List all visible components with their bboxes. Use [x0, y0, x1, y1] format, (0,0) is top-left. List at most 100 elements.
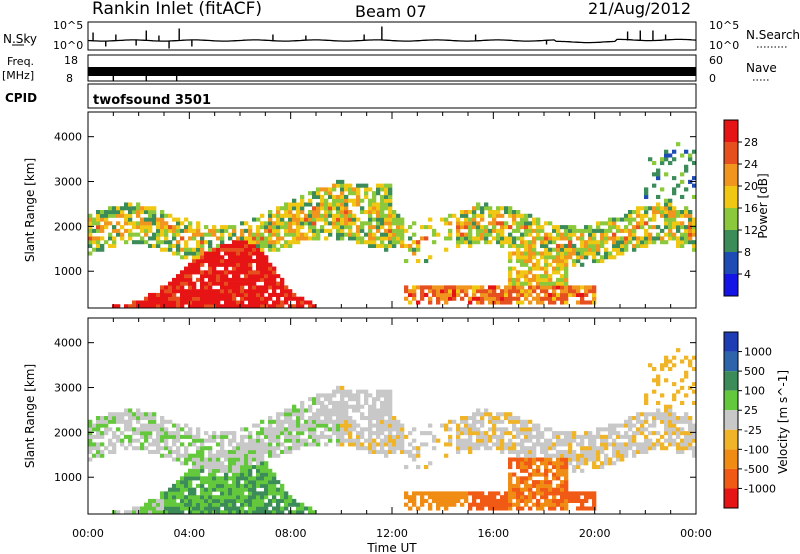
power-cell	[652, 236, 657, 241]
power-cell	[564, 243, 569, 248]
power-cell	[448, 228, 453, 233]
power-cell	[484, 232, 489, 237]
velocity-cell	[256, 449, 261, 454]
velocity-cell	[292, 434, 297, 439]
power-cell	[340, 221, 345, 226]
velocity-cell	[368, 416, 373, 421]
velocity-cell	[188, 506, 193, 511]
velocity-cell	[308, 427, 313, 432]
power-cell	[400, 236, 405, 241]
power-cell	[608, 228, 613, 233]
velocity-cell	[520, 491, 525, 496]
velocity-cell	[668, 427, 673, 432]
velocity-cell	[548, 453, 553, 458]
velocity-cell	[244, 427, 249, 432]
velocity-cell	[252, 498, 257, 503]
power-cell	[192, 266, 197, 271]
power-cell	[576, 259, 581, 264]
velocity-cell	[652, 412, 657, 417]
velocity-cell	[552, 442, 557, 447]
power-cell	[628, 240, 633, 245]
velocity-cell	[136, 408, 141, 413]
power-cell	[348, 225, 353, 230]
power-cell	[496, 292, 501, 297]
velocity-cell	[468, 416, 473, 421]
power-cell	[160, 240, 165, 245]
power-cell	[384, 221, 389, 226]
power-cell	[692, 183, 697, 188]
velocity-cell	[644, 427, 649, 432]
velocity-cell	[620, 434, 625, 439]
velocity-cell	[280, 498, 285, 503]
power-cell	[368, 221, 373, 226]
power-cell	[484, 206, 489, 211]
velocity-cell	[476, 419, 481, 424]
power-cell	[96, 210, 101, 215]
power-cell	[272, 270, 277, 275]
power-cell	[404, 289, 409, 294]
power-cell	[116, 304, 121, 309]
velocity-cell	[544, 480, 549, 485]
power-cell	[508, 281, 513, 286]
power-cell	[420, 292, 425, 297]
power-cell	[640, 206, 645, 211]
power-cell	[676, 243, 681, 248]
velocity-cell	[440, 498, 445, 503]
velocity-cell	[468, 442, 473, 447]
power-cell	[656, 210, 661, 215]
power-cell	[124, 228, 129, 233]
velocity-cell	[412, 446, 417, 451]
velocity-cell	[508, 487, 513, 492]
velocity-cell	[676, 434, 681, 439]
power-cell	[532, 240, 537, 245]
velocity-cell	[568, 434, 573, 439]
velocity-cell	[340, 442, 345, 447]
velocity-cell	[132, 506, 137, 511]
power-cell	[528, 285, 533, 290]
power-cell	[140, 217, 145, 222]
power-cell	[180, 292, 185, 297]
power-cell	[408, 289, 413, 294]
power-cell	[368, 240, 373, 245]
velocity-cell	[224, 453, 229, 458]
velocity-cell	[680, 442, 685, 447]
velocity-cell	[508, 498, 513, 503]
velocity-cell	[396, 427, 401, 432]
velocity-cell	[176, 446, 181, 451]
power-cell	[564, 292, 569, 297]
velocity-cell	[520, 442, 525, 447]
power-cell	[524, 225, 529, 230]
power-cell	[564, 225, 569, 230]
power-cell	[156, 296, 161, 301]
velocity-cell	[140, 412, 145, 417]
velocity-cell	[192, 476, 197, 481]
power-cell	[588, 236, 593, 241]
power-cell	[272, 289, 277, 294]
power-cell	[480, 232, 485, 237]
velocity-cell	[196, 434, 201, 439]
power-cell	[616, 243, 621, 248]
velocity-cell	[544, 457, 549, 462]
power-cell	[516, 225, 521, 230]
velocity-cell	[536, 480, 541, 485]
velocity-cell	[548, 461, 553, 466]
velocity-cell	[204, 491, 209, 496]
power-cell	[524, 255, 529, 260]
power-cell	[540, 274, 545, 279]
velocity-cell	[628, 446, 633, 451]
velocity-cell	[648, 412, 653, 417]
power-cell	[312, 194, 317, 199]
power-cell	[268, 217, 273, 222]
velocity-cell	[644, 400, 649, 405]
power-cell	[276, 281, 281, 286]
power-cell	[472, 292, 477, 297]
velocity-cell	[516, 416, 521, 421]
velocity-cell	[560, 502, 565, 507]
velocity-cell	[508, 461, 513, 466]
y-tick-label: 4000	[54, 131, 82, 144]
velocity-cell	[228, 449, 233, 454]
velocity-cell	[328, 400, 333, 405]
velocity-cell	[176, 491, 181, 496]
velocity-cell	[500, 438, 505, 443]
